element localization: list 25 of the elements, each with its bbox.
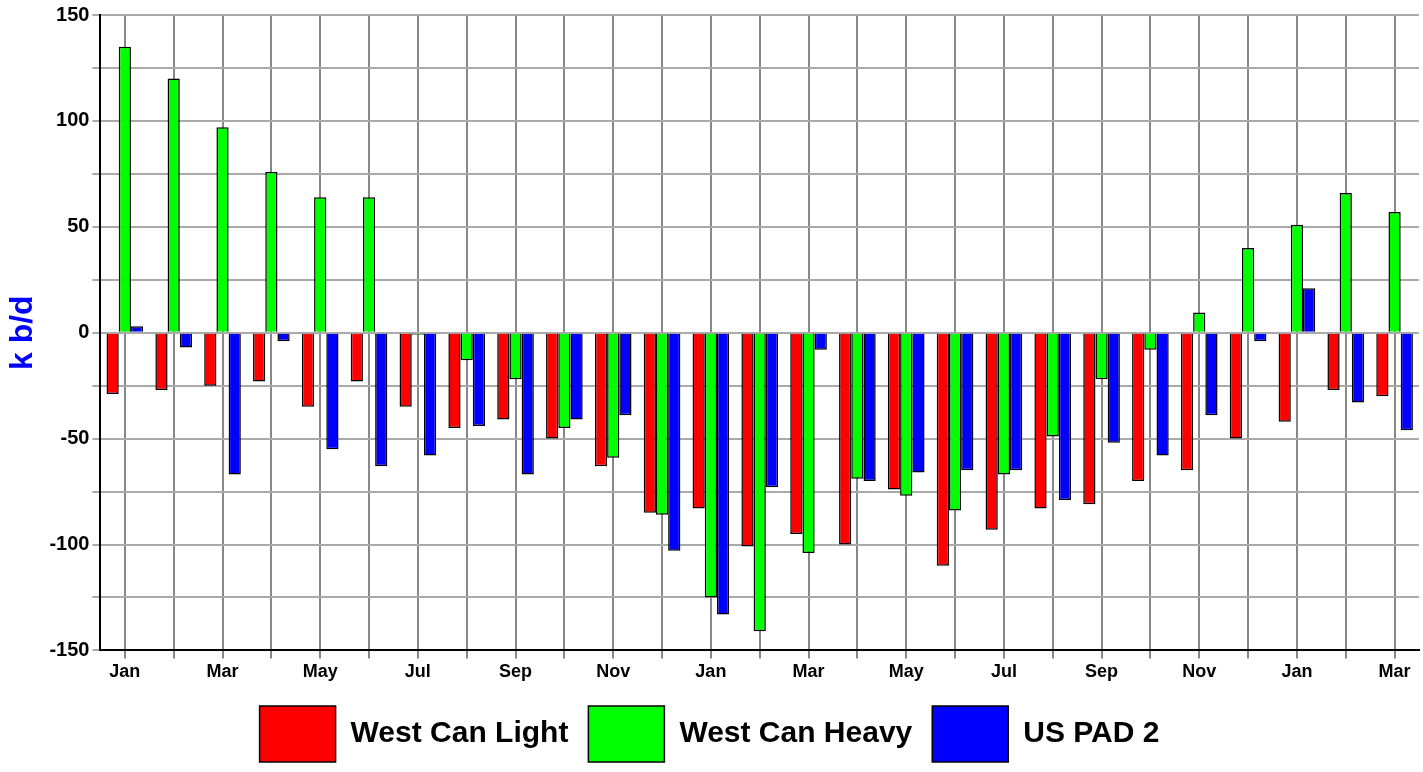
x-tick-label: Sep: [1085, 661, 1119, 682]
y-tick-label: 150: [56, 2, 90, 25]
legend-label: US PAD 2: [1023, 715, 1160, 749]
x-tick-label: May: [302, 661, 338, 682]
x-tick-label: Nov: [1182, 661, 1217, 682]
legend-label: West Can Light: [350, 715, 569, 749]
x-tick-label: Jul: [404, 661, 431, 682]
y-tick-label: 50: [67, 214, 90, 237]
x-tick-label: Jan: [695, 661, 727, 682]
y-tick-label: 0: [78, 320, 90, 343]
x-tick-label: Mar: [206, 661, 239, 682]
x-tick-label: May: [888, 661, 924, 682]
y-tick-label: -50: [60, 426, 90, 449]
x-tick-label: Sep: [499, 661, 533, 682]
y-tick-label: -100: [49, 532, 90, 555]
y-tick-label: 100: [56, 108, 90, 131]
y-axis-title: k b/d: [3, 295, 40, 371]
y-tick-label: -150: [49, 637, 90, 660]
legend-label: West Can Heavy: [679, 715, 913, 749]
x-tick-label: Jan: [109, 661, 141, 682]
x-tick-label: Nov: [596, 661, 631, 682]
x-tick-label: Mar: [792, 661, 825, 682]
x-tick-label: Mar: [1378, 661, 1411, 682]
x-tick-label: Jan: [1281, 661, 1313, 682]
x-tick-label: Jul: [990, 661, 1017, 682]
